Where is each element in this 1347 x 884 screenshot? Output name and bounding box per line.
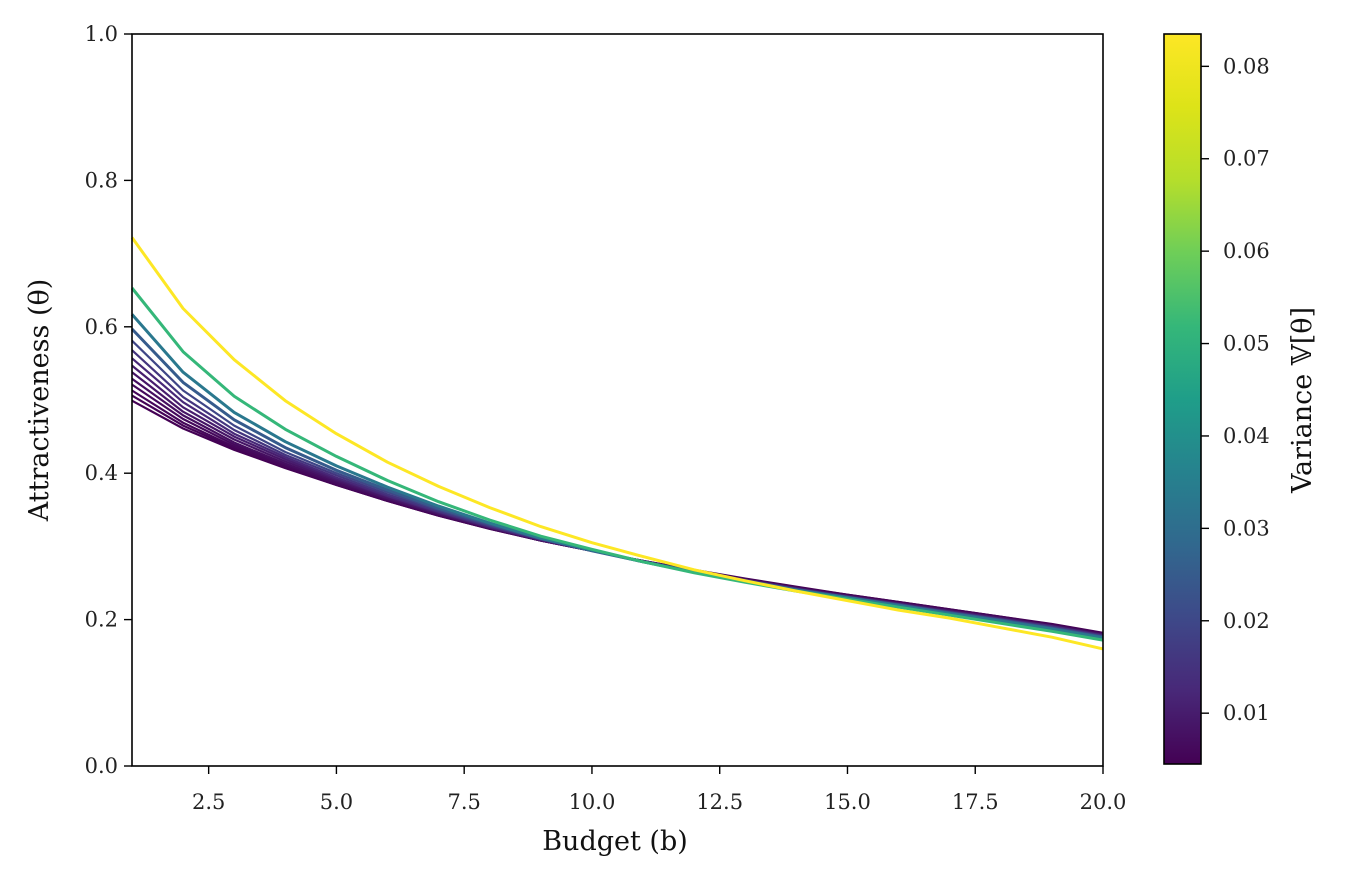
- series-line-7: [131, 357, 1104, 637]
- colorbar-tick-label: 0.07: [1223, 147, 1270, 171]
- y-axis-label: Attractiveness (θ): [24, 279, 55, 523]
- series-line-1: [131, 394, 1104, 635]
- x-tick-label: 17.5: [952, 790, 999, 814]
- y-tick-label: 0.2: [85, 608, 118, 632]
- colorbar-gradient: [1163, 33, 1202, 765]
- colorbar-tick-label: 0.06: [1223, 239, 1270, 263]
- y-tick-label: 1.0: [85, 22, 118, 46]
- colorbar-tick-label: 0.01: [1223, 701, 1270, 725]
- series-line-13: [130, 236, 1104, 651]
- y-tick-label: 0.8: [85, 168, 118, 192]
- series-layer: [130, 236, 1104, 651]
- y-tick-label: 0.0: [85, 754, 118, 778]
- series-line-10: [130, 327, 1104, 639]
- x-axis-label: Budget (b): [542, 826, 688, 857]
- plot-frame: [131, 33, 1104, 767]
- x-tick-label: 7.5: [447, 790, 480, 814]
- axes-layer: 2.5 5.0 7.5 10.0 12.5 15.0 17.5 20.0 0.0 0.2 0.4 0.…: [85, 22, 1127, 814]
- colorbar-tick-label: 0.04: [1223, 424, 1270, 448]
- series-line-2: [131, 389, 1104, 635]
- series-line-0: [131, 399, 1104, 634]
- x-tick-label: 12.5: [696, 790, 743, 814]
- series-line-6: [131, 364, 1104, 637]
- x-tick-label: 20.0: [1080, 790, 1127, 814]
- series-line-11: [130, 313, 1104, 640]
- x-tick-label: 15.0: [824, 790, 871, 814]
- colorbar-tick-label: 0.08: [1223, 54, 1270, 78]
- colorbar-tick-label: 0.02: [1223, 609, 1270, 633]
- series-line-4: [131, 377, 1104, 636]
- colorbar-label: Variance 𝕍[θ]: [1287, 307, 1318, 494]
- y-tick-label: 0.6: [85, 315, 118, 339]
- colorbar-tick-label: 0.03: [1223, 516, 1270, 540]
- series-line-9: [131, 339, 1104, 638]
- series-line-3: [131, 383, 1104, 636]
- series-line-5: [131, 371, 1104, 637]
- series-line-12: [130, 287, 1104, 642]
- colorbar: 0.01 0.02 0.03 0.04 0.05 0.06 0.07 0.08: [1163, 33, 1270, 765]
- x-tick-label: 2.5: [192, 790, 225, 814]
- x-tick-label: 5.0: [320, 790, 353, 814]
- y-tick-label: 0.4: [85, 461, 118, 485]
- x-tick-label: 10.0: [569, 790, 616, 814]
- colorbar-tick-label: 0.05: [1223, 332, 1270, 356]
